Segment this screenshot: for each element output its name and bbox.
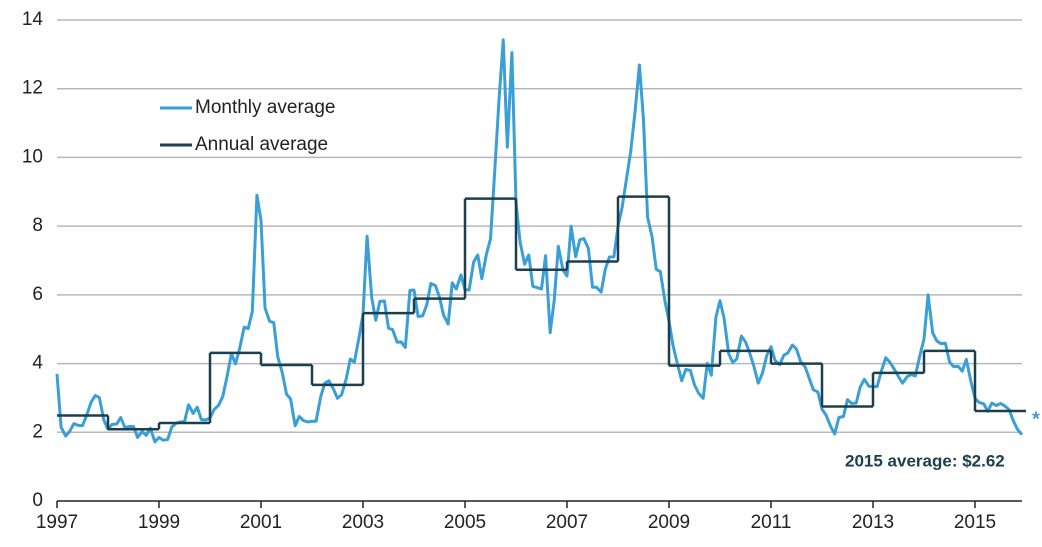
x-tick-label: 2003 xyxy=(342,512,384,533)
x-tick-label: 2015 xyxy=(954,512,996,533)
x-tick-label: 2009 xyxy=(648,512,690,533)
y-tick-label: 4 xyxy=(32,353,43,374)
x-tick-label: 2013 xyxy=(852,512,894,533)
y-tick-label: 2 xyxy=(32,421,43,442)
monthly-line xyxy=(55,38,1024,444)
y-tick-label: 8 xyxy=(32,215,43,236)
y-tick-label: 6 xyxy=(32,284,43,305)
y-tick-label: 14 xyxy=(22,9,44,30)
legend-label: Monthly average xyxy=(195,97,335,118)
y-tick-label: 10 xyxy=(22,146,43,167)
x-tick-label: 1997 xyxy=(36,512,78,533)
x-tick-label: 2001 xyxy=(240,512,282,533)
y-tick-label: 12 xyxy=(22,78,43,99)
legend-label: Annual average xyxy=(195,134,328,155)
x-tick-label: 2007 xyxy=(546,512,588,533)
x-tick-label: 2005 xyxy=(444,512,486,533)
y-tick-label: 0 xyxy=(32,490,43,511)
annotation: 2015 average: $2.62 xyxy=(845,451,1005,470)
annotation: * xyxy=(1032,408,1040,430)
x-tick-label: 1999 xyxy=(138,512,180,533)
x-tick-label: 2011 xyxy=(751,512,792,533)
